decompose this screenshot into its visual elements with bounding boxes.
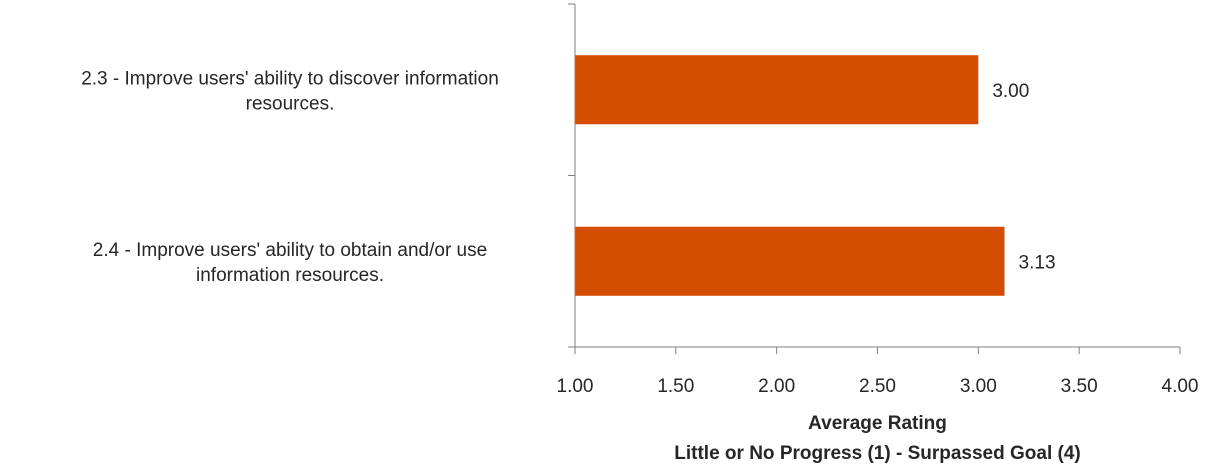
x-tick-label-7: 4.00	[1162, 376, 1199, 397]
x-tick-label-2: 1.50	[657, 376, 694, 397]
x-axis-title-line-2: Little or No Progress (1) - Surpassed Go…	[674, 443, 1080, 464]
data-label-1: 3.00	[992, 81, 1029, 102]
labels-layer: 3.00 2.3 - Improve users' ability to disc…	[81, 68, 1198, 464]
category-label-2-line-2: information resources.	[196, 265, 384, 286]
x-tick-label-1: 1.00	[557, 376, 594, 397]
bars-layer	[575, 55, 1005, 296]
x-tick-label-6: 3.50	[1061, 376, 1098, 397]
bar-2	[575, 226, 1005, 296]
category-label-1-line-1: 2.3 - Improve users' ability to discover…	[81, 68, 499, 89]
x-tick-label-5: 3.00	[960, 376, 997, 397]
category-label-2-line-1: 2.4 - Improve users' ability to obtain a…	[93, 240, 487, 261]
axes-layer	[568, 3, 1181, 354]
bar-1	[575, 55, 979, 125]
data-label-2: 3.13	[1019, 252, 1056, 273]
category-label-1-line-2: resources.	[246, 93, 335, 114]
x-tick-label-4: 2.50	[859, 376, 896, 397]
x-axis-title-line-1: Average Rating	[808, 413, 947, 434]
x-tick-label-3: 2.00	[758, 376, 795, 397]
